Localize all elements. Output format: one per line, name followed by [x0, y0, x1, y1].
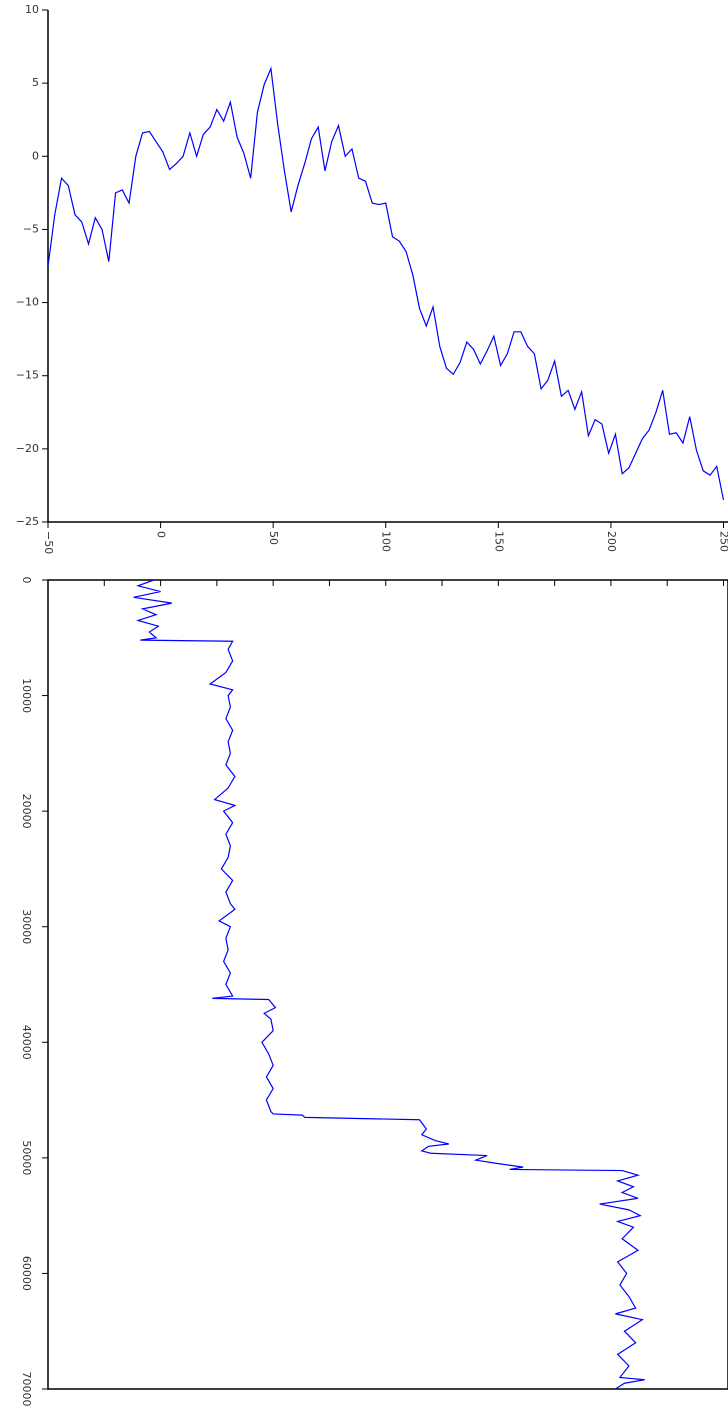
- y-tick-label: 10: [25, 3, 39, 16]
- x-tick-label: 200: [605, 531, 618, 552]
- x-tick-label: 0: [155, 531, 168, 538]
- y-tick-label: 60000: [20, 1256, 33, 1291]
- y-tick-label: −5: [23, 222, 39, 235]
- y-tick-label: 20000: [20, 794, 33, 829]
- y-tick-label: −25: [16, 515, 39, 528]
- y-tick-label: 30000: [20, 909, 33, 944]
- data-line: [133, 579, 645, 1390]
- y-tick-label: 0: [20, 577, 33, 584]
- axis-spine: [47, 10, 728, 523]
- y-tick-label: −20: [16, 442, 39, 455]
- y-tick-label: 5: [32, 76, 39, 89]
- y-tick-label: −10: [16, 296, 39, 309]
- y-tick-label: 40000: [20, 1025, 33, 1060]
- y-tick-label: 70000: [20, 1372, 33, 1407]
- axis-frame: [47, 579, 728, 1390]
- x-tick-label: −50: [42, 531, 55, 554]
- y-tick-label: 10000: [20, 678, 33, 713]
- x-tick-label: 250: [717, 531, 728, 552]
- x-tick-label: 100: [380, 531, 393, 552]
- x-tick-label: 50: [267, 531, 280, 545]
- data-line: [47, 66, 725, 501]
- x-tick-label: 150: [492, 531, 505, 552]
- y-tick-label: 50000: [20, 1140, 33, 1175]
- y-tick-label: 0: [32, 149, 39, 162]
- y-tick-label: −15: [16, 369, 39, 382]
